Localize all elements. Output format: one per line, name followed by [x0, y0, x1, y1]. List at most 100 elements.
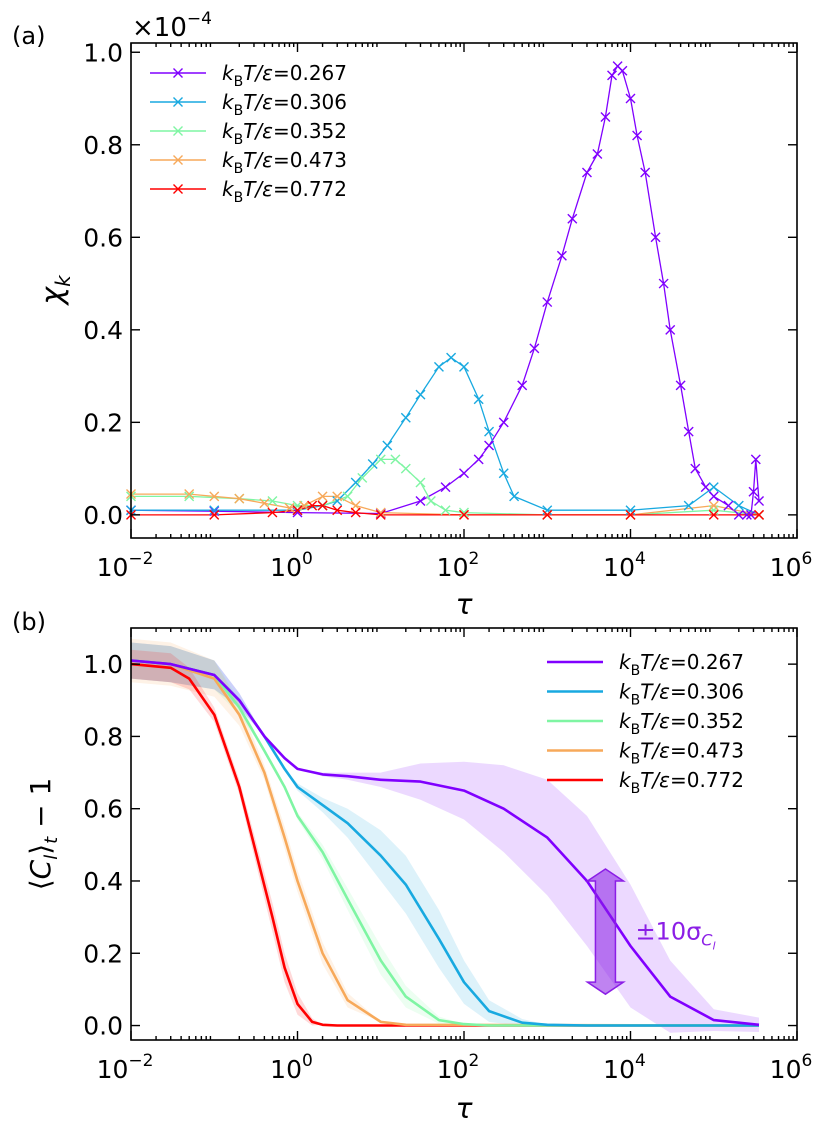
- data-point: [640, 167, 651, 178]
- ylabel-c: C: [24, 859, 57, 879]
- data-point: [415, 495, 426, 506]
- data-point: [317, 491, 328, 502]
- data-point: [708, 509, 719, 520]
- data-point: [415, 389, 426, 400]
- x-tick-label: 102: [437, 1051, 480, 1084]
- data-point: [425, 495, 436, 506]
- x-tick-label: 104: [603, 549, 646, 582]
- data-point: [708, 505, 719, 516]
- data-point: [367, 458, 378, 469]
- data-point: [342, 491, 353, 502]
- data-point: [332, 491, 343, 502]
- data-point: [375, 507, 386, 518]
- data-point: [307, 500, 318, 511]
- data-point: [484, 440, 495, 451]
- data-point: [723, 500, 734, 511]
- series-line: [130, 662, 759, 1027]
- ylabel-open: ⟨: [24, 879, 57, 890]
- data-point: [299, 500, 310, 511]
- data-point: [625, 505, 636, 516]
- data-point: [390, 454, 401, 465]
- data-point: [741, 509, 752, 520]
- legend-label: kBT/ε=0.772: [222, 177, 347, 206]
- data-point: [750, 454, 761, 465]
- series-line: [130, 659, 759, 1027]
- data-point: [708, 500, 719, 511]
- legend-item: kBT/ε=0.267: [150, 61, 347, 90]
- data-point: [754, 495, 765, 506]
- legend-item: kBT/ε=0.352: [150, 119, 347, 148]
- legend-label: kBT/ε=0.306: [222, 90, 347, 119]
- sigma-band: [131, 638, 759, 1026]
- ylabel-close: ⟩: [24, 844, 57, 855]
- data-point: [209, 505, 220, 516]
- data-point: [473, 454, 484, 465]
- x-tick-label: 100: [270, 549, 313, 582]
- data-point: [542, 505, 553, 516]
- legend-item: kBT/ε=0.473: [547, 739, 744, 768]
- data-point: [529, 343, 540, 354]
- data-point: [745, 509, 756, 520]
- x-tick-label: 102: [437, 549, 480, 582]
- x-tick-label: 10−2: [97, 1051, 154, 1084]
- data-point: [440, 505, 451, 516]
- data-point: [708, 491, 719, 502]
- y-tick-label: 0.4: [83, 316, 123, 345]
- data-point: [284, 502, 295, 513]
- data-point: [581, 167, 592, 178]
- x-tick-label: 104: [603, 1051, 646, 1084]
- data-point: [400, 463, 411, 474]
- multiplier-base: ×10: [132, 13, 187, 43]
- data-point: [733, 500, 744, 511]
- x-tick-label: 10−2: [97, 549, 154, 582]
- x-tick-label: 100: [270, 1051, 313, 1084]
- ylabel-minus: − 1: [24, 778, 57, 837]
- data-point: [665, 324, 676, 335]
- data-point: [592, 149, 603, 160]
- data-point: [209, 491, 220, 502]
- panel-a-ylabel: χk: [35, 274, 75, 307]
- series-line: [130, 659, 760, 1027]
- y-tick-label: 0.6: [83, 795, 123, 824]
- data-point: [607, 70, 618, 81]
- data-point: [542, 509, 553, 520]
- legend-item: kBT/ε=0.306: [547, 680, 744, 709]
- data-point: [754, 509, 765, 520]
- legend-label: kBT/ε=0.473: [222, 148, 347, 177]
- data-point: [234, 493, 245, 504]
- series-line: [130, 659, 760, 1027]
- data-point: [459, 509, 469, 520]
- data-point: [498, 468, 509, 479]
- legend-label: kBT/ε=0.473: [619, 739, 744, 768]
- legend-label: kBT/ε=0.306: [619, 680, 744, 709]
- legend-marker: [173, 97, 183, 107]
- data-point: [683, 426, 694, 437]
- data-point: [567, 213, 578, 224]
- data-point: [382, 440, 393, 451]
- panel-a: (a) ×10−4 10−2 100 102 104 106 0.0 0.2 0.4 0.6 0.…: [12, 9, 812, 621]
- y-tick-label: 0.2: [83, 939, 123, 968]
- ylabel-sub-t: t: [41, 836, 62, 844]
- data-point: [400, 412, 411, 423]
- data-point: [708, 482, 719, 493]
- data-point: [498, 417, 509, 428]
- y-tick-label: 0.8: [83, 722, 123, 751]
- legend-item: kBT/ε=0.267: [547, 650, 744, 679]
- data-point: [650, 232, 661, 243]
- sigma-annotation: ±10σCl: [584, 868, 716, 996]
- data-point: [625, 509, 636, 520]
- annotation-label: ±10σCl: [635, 918, 715, 953]
- legend-item: kBT/ε=0.352: [547, 709, 744, 738]
- legend-marker: [173, 184, 183, 194]
- data-point: [259, 498, 270, 509]
- legend-marker: [173, 68, 183, 78]
- panel-b-label: (b): [12, 608, 46, 636]
- data-point: [459, 361, 469, 372]
- legend-label: kBT/ε=0.352: [222, 119, 347, 148]
- y-tick-label: 0.2: [83, 408, 123, 437]
- data-point: [184, 491, 195, 502]
- legend-marker: [173, 155, 183, 165]
- ylabel-chi: χ: [35, 286, 70, 307]
- panel-a-frame: [130, 42, 798, 539]
